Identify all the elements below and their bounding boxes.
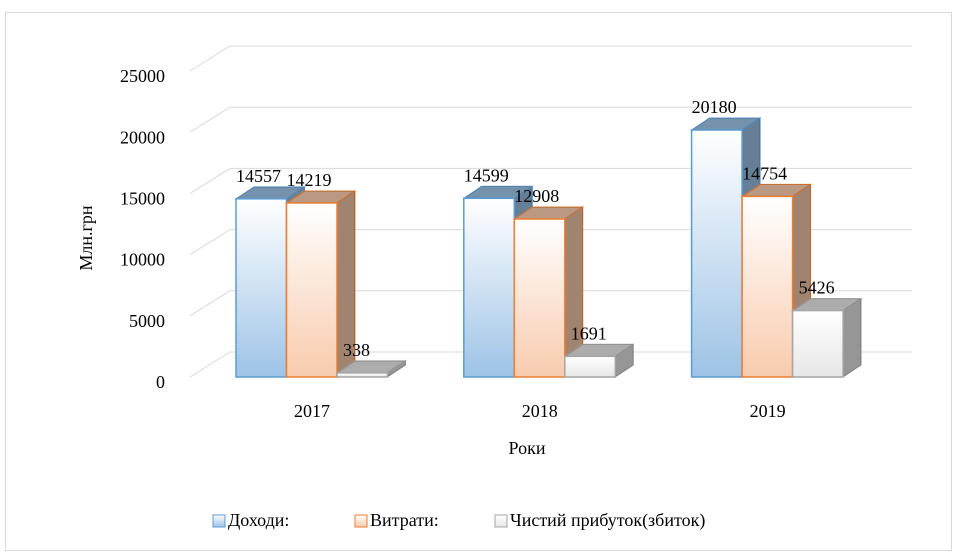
- y-tick-label: 10000: [120, 250, 165, 270]
- data-label: 1691: [571, 323, 607, 343]
- y-tick-label: 5000: [129, 311, 165, 331]
- bar-side-shade: [564, 207, 583, 377]
- bar-side-shade: [843, 298, 862, 377]
- bar-front: [336, 372, 389, 378]
- bar-side-shade: [387, 360, 406, 377]
- bar-side-shade: [337, 190, 355, 377]
- data-label: 20180: [692, 97, 737, 117]
- grid-line: [189, 351, 912, 378]
- y-tick-label: 20000: [120, 127, 165, 147]
- legend-swatch: [212, 514, 226, 528]
- bar-side-shade: [615, 344, 634, 377]
- data-label: 338: [343, 340, 370, 360]
- bar-top-shade: [337, 360, 406, 373]
- bar: [335, 359, 408, 378]
- x-axis-title: Роки: [509, 438, 546, 458]
- y-tick-label: 25000: [120, 66, 165, 86]
- bar: [512, 206, 585, 378]
- bar: [284, 190, 357, 378]
- legend-label: Доходи:: [228, 510, 289, 530]
- y-tick-label: 0: [156, 372, 165, 392]
- bar-top-shade: [792, 298, 862, 311]
- bar-top-shade: [742, 184, 811, 197]
- grid-line: [189, 106, 912, 133]
- bar-front: [791, 309, 844, 378]
- bar-front: [463, 197, 516, 378]
- data-label: 14599: [464, 165, 509, 185]
- legend-label: Чистий прибуток(збиток): [510, 510, 705, 531]
- legend-label: Витрати:: [370, 510, 439, 530]
- bar-top-shade: [691, 117, 761, 130]
- bar-front: [513, 218, 566, 378]
- bar-front: [285, 202, 338, 378]
- bar-top-shade: [564, 344, 634, 357]
- grid-line: [189, 45, 912, 72]
- x-tick-label: 2017: [294, 401, 330, 421]
- y-axis-title: Млн.грн: [76, 205, 96, 271]
- bar-front: [564, 355, 617, 378]
- grid-line: [189, 290, 912, 317]
- bar: [563, 343, 635, 378]
- data-label: 14754: [742, 164, 787, 184]
- bar-top-shade: [463, 186, 533, 199]
- data-label: 12908: [514, 186, 559, 206]
- x-tick-label: 2018: [522, 401, 558, 421]
- bar-front: [690, 129, 743, 378]
- data-label: 14557: [236, 166, 281, 186]
- bar-top-shade: [514, 207, 583, 220]
- bar-front: [741, 195, 794, 378]
- legend-swatch: [354, 514, 368, 528]
- bar-top-shade: [236, 186, 305, 199]
- grid-line: [189, 167, 912, 194]
- data-label: 14219: [287, 170, 332, 190]
- grid-line: [189, 229, 912, 256]
- bar-top-shade: [286, 190, 355, 203]
- legend-swatch: [494, 514, 508, 528]
- bar: [790, 297, 863, 378]
- y-tick-label: 15000: [120, 189, 165, 209]
- data-label: 5426: [799, 278, 835, 298]
- bar-front: [235, 198, 288, 378]
- x-tick-label: 2019: [750, 401, 786, 421]
